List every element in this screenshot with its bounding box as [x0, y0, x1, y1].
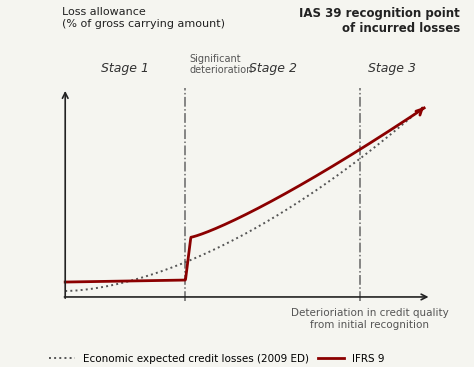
Text: Stage 1: Stage 1 [101, 62, 149, 75]
Legend: Economic expected credit losses (2009 ED), IFRS 9: Economic expected credit losses (2009 ED… [49, 354, 385, 364]
Text: Significant
deterioration: Significant deterioration [189, 54, 253, 75]
Text: Loss allowance
(% of gross carrying amount): Loss allowance (% of gross carrying amou… [62, 7, 225, 29]
Text: Deterioriation in credit quality
from initial recognition: Deterioriation in credit quality from in… [291, 308, 448, 330]
Text: Stage 3: Stage 3 [368, 62, 416, 75]
Text: Stage 2: Stage 2 [248, 62, 297, 75]
Text: IAS 39 recognition point
of incurred losses: IAS 39 recognition point of incurred los… [299, 7, 460, 35]
